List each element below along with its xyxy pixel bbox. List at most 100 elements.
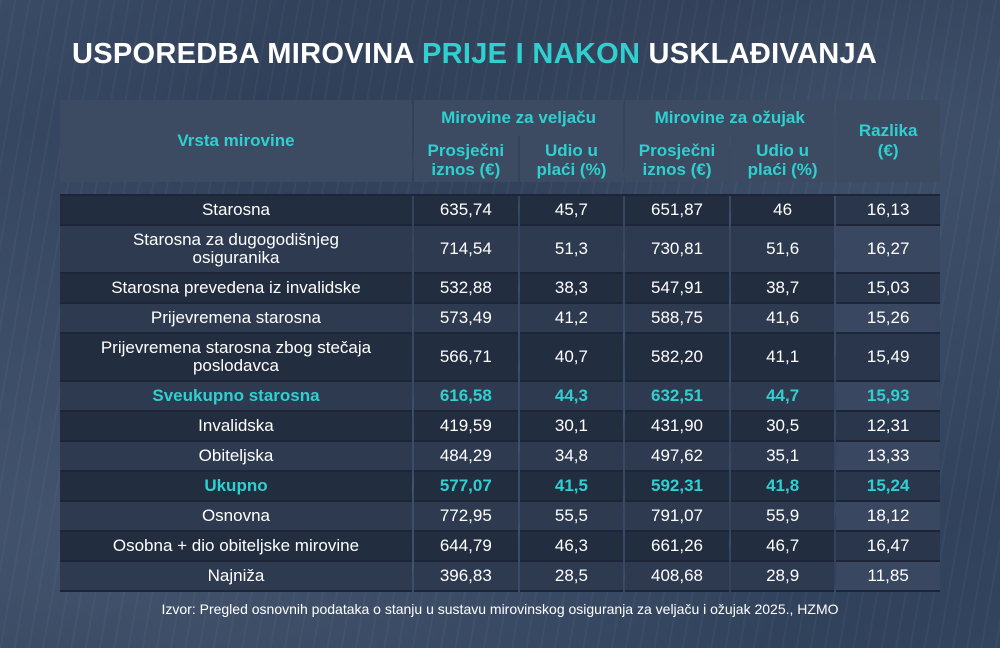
feb-share-cell: 34,8	[519, 442, 624, 472]
feb-share-cell: 28,5	[519, 562, 624, 592]
header-feb-avg-line1: Prosječni	[427, 141, 505, 160]
feb-share-cell: 45,7	[519, 196, 624, 226]
mar-avg-cell: 408,68	[625, 562, 729, 592]
feb-share-cell: 51,3	[519, 226, 624, 274]
header-feb-share-line2: plaći (%)	[536, 160, 607, 179]
row-name: Prijevremena starosna zbog stečaja poslod…	[60, 334, 412, 382]
feb-avg-cell: 772,95	[413, 502, 518, 532]
feb-avg-cell: 635,74	[413, 196, 518, 226]
mar-avg-cell: 431,90	[625, 412, 729, 442]
diff-cell: 16,47	[836, 532, 940, 562]
header-feb-avg: Prosječni iznos (€)	[413, 136, 518, 182]
diff-cell: 16,27	[836, 226, 940, 274]
diff-cell: 15,49	[836, 334, 940, 382]
feb-share-cell: 44,3	[519, 382, 624, 412]
table-row: Osnovna 772,95 55,5 791,07 55,9 18,12	[60, 502, 940, 532]
row-name: Obiteljska	[60, 442, 412, 472]
table-row-total: Sveukupno starosna 616,58 44,3 632,51 44…	[60, 382, 940, 412]
row-name: Ukupno	[60, 472, 412, 502]
mar-share-cell: 41,6	[730, 304, 835, 334]
table-row: Najniža 396,83 28,5 408,68 28,9 11,85	[60, 562, 940, 592]
diff-cell: 18,12	[836, 502, 940, 532]
mar-share-cell: 30,5	[730, 412, 835, 442]
source-note: Izvor: Pregled osnovnih podataka o stanj…	[161, 601, 839, 617]
header-group-february: Mirovine za veljaču	[413, 100, 624, 136]
table-row: Starosna prevedena iz invalidske 532,88 …	[60, 274, 940, 304]
title-highlight: PRIJE I NAKON	[421, 38, 641, 70]
mar-share-cell: 41,8	[730, 472, 835, 502]
mar-share-cell: 51,6	[730, 226, 835, 274]
pension-comparison-table: Vrsta mirovine Mirovine za veljaču Mirov…	[58, 100, 942, 592]
mar-avg-cell: 632,51	[625, 382, 729, 412]
header-feb-share: Udio u plaći (%)	[519, 136, 624, 182]
row-name: Najniža	[60, 562, 412, 592]
row-name: Sveukupno starosna	[60, 382, 412, 412]
header-mar-share: Udio u plaći (%)	[730, 136, 835, 182]
header-mar-avg-line1: Prosječni	[638, 141, 716, 160]
diff-cell: 15,24	[836, 472, 940, 502]
feb-avg-cell: 532,88	[413, 274, 518, 304]
feb-avg-cell: 714,54	[413, 226, 518, 274]
row-name-line2: poslodavca	[192, 356, 279, 375]
mar-share-cell: 41,1	[730, 334, 835, 382]
row-name: Invalidska	[60, 412, 412, 442]
row-name: Starosna prevedena iz invalidske	[60, 274, 412, 304]
mar-share-cell: 46	[730, 196, 835, 226]
row-name: Starosna za dugogodišnjeg osiguranika	[60, 226, 412, 274]
mar-share-cell: 55,9	[730, 502, 835, 532]
header-razlika: Razlika (€)	[836, 100, 940, 182]
table-row: Prijevremena starosna 573,49 41,2 588,75…	[60, 304, 940, 334]
mar-avg-cell: 791,07	[625, 502, 729, 532]
mar-avg-cell: 730,81	[625, 226, 729, 274]
diff-cell: 15,93	[836, 382, 940, 412]
table-row: Osobna + dio obiteljske mirovine 644,79 …	[60, 532, 940, 562]
header-mar-avg-line2: iznos (€)	[642, 160, 712, 179]
row-name-line1: Prijevremena starosna zbog stečaja	[100, 338, 372, 357]
table-row: Starosna 635,74 45,7 651,87 46 16,13	[60, 196, 940, 226]
mar-avg-cell: 588,75	[625, 304, 729, 334]
mar-share-cell: 35,1	[730, 442, 835, 472]
feb-avg-cell: 616,58	[413, 382, 518, 412]
header-razlika-line1: Razlika	[858, 121, 918, 140]
diff-cell: 13,33	[836, 442, 940, 472]
mar-avg-cell: 661,26	[625, 532, 729, 562]
feb-avg-cell: 396,83	[413, 562, 518, 592]
feb-share-cell: 41,2	[519, 304, 624, 334]
header-feb-share-line1: Udio u	[544, 141, 598, 160]
feb-share-cell: 30,1	[519, 412, 624, 442]
mar-avg-cell: 651,87	[625, 196, 729, 226]
row-name: Osobna + dio obiteljske mirovine	[60, 532, 412, 562]
table-row-total: Ukupno 577,07 41,5 592,31 41,8 15,24	[60, 472, 940, 502]
diff-cell: 16,13	[836, 196, 940, 226]
mar-avg-cell: 547,91	[625, 274, 729, 304]
header-mar-share-line1: Udio u	[756, 141, 810, 160]
feb-avg-cell: 419,59	[413, 412, 518, 442]
diff-cell: 15,26	[836, 304, 940, 334]
feb-avg-cell: 566,71	[413, 334, 518, 382]
diff-cell: 12,31	[836, 412, 940, 442]
row-name: Osnovna	[60, 502, 412, 532]
table-row: Obiteljska 484,29 34,8 497,62 35,1 13,33	[60, 442, 940, 472]
mar-avg-cell: 497,62	[625, 442, 729, 472]
header-mar-avg: Prosječni iznos (€)	[625, 136, 729, 182]
table-row: Starosna za dugogodišnjeg osiguranika 714…	[60, 226, 940, 274]
row-name-line1: Starosna za dugogodišnjeg	[132, 230, 339, 249]
row-name: Starosna	[60, 196, 412, 226]
mar-share-cell: 44,7	[730, 382, 835, 412]
feb-share-cell: 40,7	[519, 334, 624, 382]
header-razlika-line2: (€)	[877, 141, 899, 160]
diff-cell: 11,85	[836, 562, 940, 592]
feb-share-cell: 38,3	[519, 274, 624, 304]
header-feb-avg-line2: iznos (€)	[431, 160, 501, 179]
feb-avg-cell: 573,49	[413, 304, 518, 334]
page-title: USPOREDBA MIROVINA PRIJE I NAKON USKLAĐI…	[72, 38, 877, 71]
title-part1: USPOREDBA MIROVINA	[72, 38, 414, 70]
feb-avg-cell: 484,29	[413, 442, 518, 472]
feb-share-cell: 46,3	[519, 532, 624, 562]
diff-cell: 15,03	[836, 274, 940, 304]
feb-share-cell: 41,5	[519, 472, 624, 502]
header-mar-share-line2: plaći (%)	[747, 160, 818, 179]
row-name-line2: osiguranika	[192, 248, 280, 267]
mar-share-cell: 46,7	[730, 532, 835, 562]
mar-share-cell: 28,9	[730, 562, 835, 592]
